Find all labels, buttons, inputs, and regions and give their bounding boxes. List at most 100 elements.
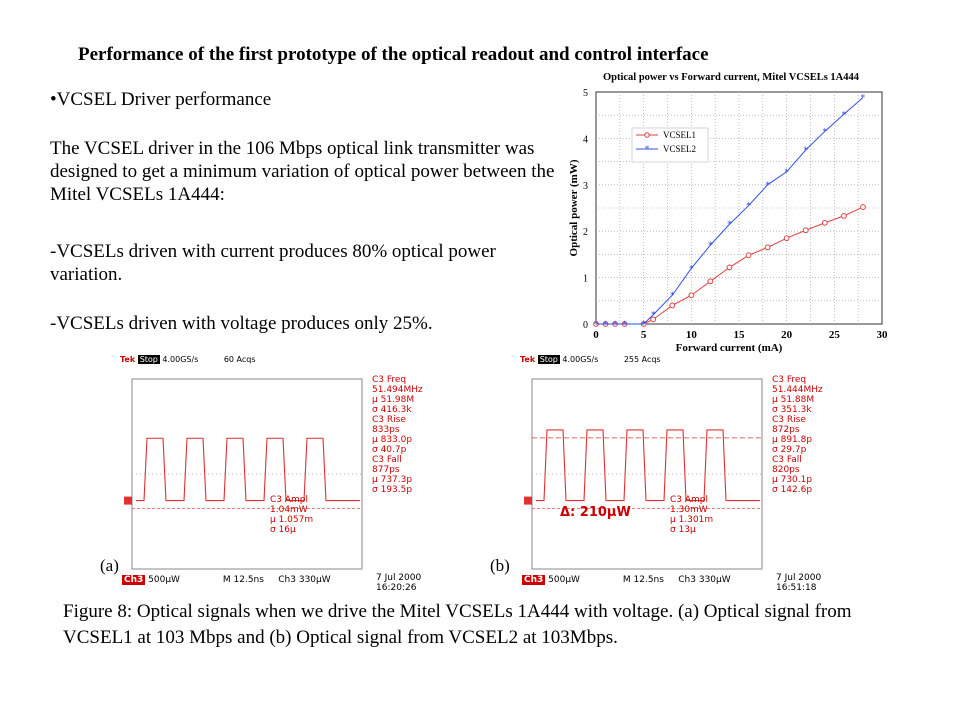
- x-tick-label: 5: [641, 329, 647, 341]
- data-point: *: [651, 311, 656, 321]
- measurement-panel: C3 Freq 51.494MHz μ 51.98M σ 416.3k C3 R…: [372, 375, 423, 495]
- legend-marker: *: [645, 144, 650, 154]
- scope-a: Tek Stop 4.00GS/s 60 Acqs C3 Freq 51.494M…: [120, 355, 480, 595]
- sample-rate: 4.00GS/s: [562, 355, 599, 364]
- waveform: [136, 437, 360, 502]
- acquisition-count: 60 Acqs: [223, 355, 256, 364]
- y-tick-label: 3: [583, 181, 588, 192]
- scope-date: 7 Jul 2000: [376, 573, 422, 583]
- x-tick-label: 30: [877, 329, 889, 341]
- series-line-vcsel2: [596, 97, 864, 325]
- bullet-heading: •VCSEL Driver performance: [50, 89, 272, 110]
- data-point: [707, 278, 714, 285]
- tek-label: Tek: [520, 355, 536, 364]
- data-point: *: [689, 264, 694, 274]
- trigger-channel: Ch3: [678, 575, 696, 585]
- delta-readout: Δ: 210μW: [560, 505, 631, 520]
- trigger-level: 330μW: [698, 575, 731, 585]
- y-tick-label: 5: [583, 88, 588, 99]
- scope-timestamp: 7 Jul 2000 16:51:18: [776, 573, 821, 593]
- data-point: [726, 264, 733, 271]
- trigger-level: 330μW: [298, 575, 331, 585]
- volts-per-div: 500μW: [148, 575, 180, 585]
- scope-b: Tek Stop 4.00GS/s 255 Acqs C3 Freq 51.444…: [520, 355, 880, 595]
- scope-screen: [124, 378, 363, 570]
- data-point: [821, 219, 828, 226]
- legend-label: VCSEL1: [663, 130, 696, 140]
- acquisition-count: 255 Acqs: [623, 355, 661, 364]
- amplitude-readout: C3 Ampl 1.04mW μ 1.057m σ 16μ: [270, 495, 314, 535]
- data-point: *: [622, 320, 627, 330]
- label-a: (a): [100, 556, 119, 575]
- figure-caption: Figure 8: Optical signals when we drive …: [63, 601, 852, 648]
- data-point: [745, 252, 752, 259]
- channel-badge: Ch3: [522, 575, 546, 585]
- y-tick-label: 0: [583, 320, 588, 331]
- legend-marker: [644, 132, 650, 138]
- amplitude-readout: C3 Ampl 1.30mW μ 1.301m σ 13μ: [670, 495, 714, 535]
- screen-border: [131, 378, 363, 570]
- measurement-panel: C3 Freq 51.444MHz μ 51.88M σ 351.3k C3 R…: [772, 375, 823, 495]
- channel-badge: Ch3: [122, 575, 146, 585]
- waveform: [536, 429, 760, 502]
- scope-timestamp: 7 Jul 2000 16:20:26: [376, 573, 421, 593]
- data-point: [860, 204, 866, 210]
- scope-time: 16:20:26: [376, 583, 417, 593]
- y-tick-label: 1: [583, 274, 588, 285]
- data-point: *: [594, 320, 599, 330]
- data-point: *: [784, 168, 789, 178]
- optical-power-chart: 0 5 10 15 20 25 30 0 1 2 3 4 5 Forward current (mA) Op…: [568, 72, 889, 354]
- chart-title: Optical power vs Forward current, Mitel …: [603, 72, 860, 83]
- data-point: *: [613, 320, 618, 330]
- data-point: *: [727, 220, 732, 230]
- paragraph-voltage: -VCSELs driven with voltage produces onl…: [50, 313, 433, 334]
- data-point: *: [603, 320, 608, 330]
- legend-label: VCSEL2: [663, 144, 696, 154]
- slide-title: Performance of the first prototype of th…: [78, 44, 709, 65]
- data-point: [840, 212, 847, 219]
- stop-badge: Stop: [537, 355, 560, 364]
- time-per-div: M 12.5ns: [622, 575, 664, 585]
- screen-border: [531, 378, 763, 570]
- trigger-channel: Ch3: [278, 575, 296, 585]
- data-point: *: [823, 127, 828, 137]
- x-tick-label: 0: [593, 329, 599, 341]
- label-b: (b): [490, 556, 510, 575]
- channel-marker: [524, 496, 532, 505]
- data-point: *: [861, 94, 866, 104]
- data-point: [764, 244, 771, 251]
- data-point: *: [746, 202, 751, 212]
- time-per-div: M 12.5ns: [222, 575, 264, 585]
- scope-status-bar: Ch3 500μW M 12.5ns Ch3 330μW: [122, 575, 331, 585]
- y-axis-label: Optical power (mW): [568, 159, 580, 256]
- tek-label: Tek: [120, 355, 136, 364]
- x-tick-label: 10: [686, 329, 698, 341]
- scope-header: Tek Stop 4.00GS/s 255 Acqs: [520, 355, 661, 364]
- data-point: [783, 235, 790, 242]
- data-point: *: [842, 110, 847, 120]
- scope-header: Tek Stop 4.00GS/s 60 Acqs: [120, 355, 256, 364]
- data-point: *: [641, 320, 646, 330]
- y-tick-label: 2: [583, 227, 588, 238]
- data-point: [669, 302, 676, 309]
- x-tick-label: 25: [829, 329, 841, 341]
- data-point: *: [708, 241, 713, 251]
- scope-status-bar: Ch3 500μW M 12.5ns Ch3 330μW: [522, 575, 731, 585]
- channel-marker: [124, 496, 132, 505]
- sample-rate: 4.00GS/s: [162, 355, 199, 364]
- data-point: [688, 292, 695, 299]
- scope-time: 16:51:18: [776, 583, 817, 593]
- volts-per-div: 500μW: [548, 575, 580, 585]
- data-point: *: [670, 291, 675, 301]
- data-point: *: [765, 181, 770, 191]
- scope-date: 7 Jul 2000: [776, 573, 822, 583]
- paragraph-current: -VCSELs driven with current produces 80%…: [50, 241, 496, 285]
- x-axis-label: Forward current (mA): [676, 342, 783, 354]
- stop-badge: Stop: [137, 355, 160, 364]
- data-point: [802, 227, 809, 234]
- scope-screen: [524, 378, 763, 570]
- x-tick-label: 20: [781, 329, 793, 341]
- y-tick-label: 4: [583, 134, 588, 145]
- data-point: *: [803, 146, 808, 156]
- paragraph-intro: The VCSEL driver in the 106 Mbps optical…: [50, 138, 555, 205]
